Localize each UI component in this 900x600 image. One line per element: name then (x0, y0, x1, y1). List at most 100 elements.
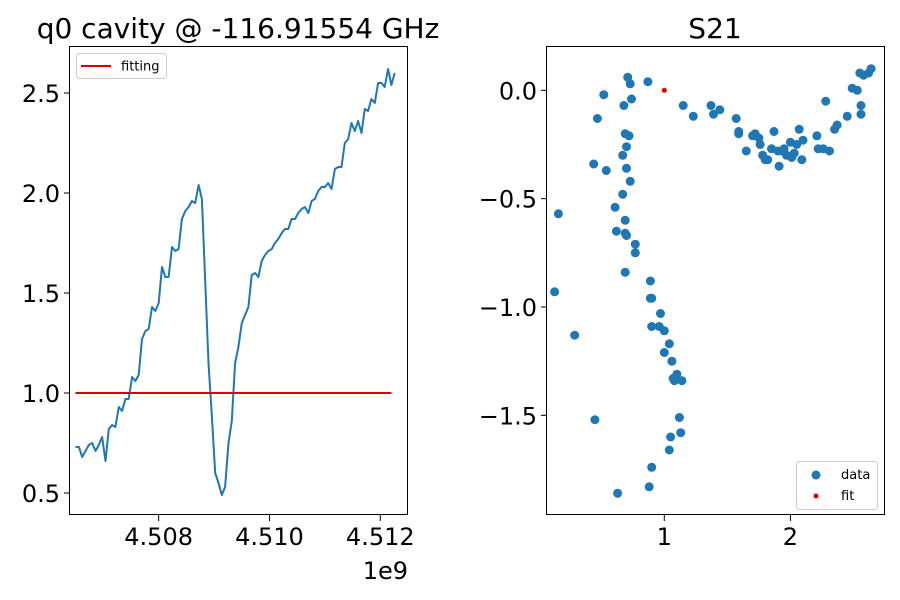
y-tick-label: 2.0 (22, 180, 60, 208)
legend-frame (76, 53, 167, 79)
scatter-point-data (769, 127, 779, 136)
y-tick-label: 2.5 (22, 80, 60, 108)
scatter-point-data (688, 111, 698, 121)
scatter-point-data (620, 267, 630, 277)
scatter-point-data (645, 276, 655, 286)
legend-swatch-fit (813, 493, 819, 499)
scatter-point-data (676, 428, 686, 438)
scatter-point-data (599, 90, 609, 100)
scatter-point-data (656, 309, 665, 318)
y-tick-label: 1.0 (22, 380, 60, 408)
chart-right-s21: S21 1 2 0.0 −0.5 −1.0 −1.5 data fit (479, 12, 885, 551)
scatter-point-data (620, 215, 630, 225)
chart-right-legend: data fit (796, 461, 878, 510)
series-line-signal (75, 68, 396, 496)
scatter-point-data (797, 155, 807, 165)
scatter-point-data (644, 482, 654, 492)
scatter-point-data (794, 124, 804, 134)
scatter-point-data (706, 101, 716, 110)
scatter-point-data (622, 163, 631, 173)
scatter-point-data (620, 228, 630, 238)
x-tick-label: 4.510 (235, 523, 304, 551)
scatter-point-data (668, 374, 678, 383)
scatter-point-data (866, 64, 876, 74)
scatter-point-data (856, 109, 866, 119)
scatter-point-data (755, 140, 765, 149)
y-tick-label: 0.5 (22, 480, 60, 508)
scatter-point-data (589, 159, 599, 169)
scatter-point-data (709, 109, 718, 119)
y-tick-label: −1.5 (479, 402, 537, 430)
chart-left-series (75, 68, 396, 496)
scatter-point-data (647, 322, 657, 331)
chart-left-ticks: 4.508 4.510 4.512 0.5 1.0 1.5 2.0 2.5 (22, 80, 415, 551)
scatter-point-data (667, 356, 677, 366)
x-tick-label: 2 (783, 523, 798, 551)
scatter-point-data (741, 146, 751, 156)
scatter-point-data (550, 287, 560, 297)
scatter-point-data (842, 111, 852, 121)
scatter-point-data (731, 114, 741, 123)
legend-swatch-data (811, 470, 821, 480)
chart-right-series (550, 64, 876, 498)
x-tick-label: 4.508 (124, 523, 193, 551)
scatter-point-data (666, 432, 676, 442)
scatter-point-data (619, 101, 629, 110)
scatter-point-data (647, 462, 657, 472)
legend-label-data: data (841, 468, 870, 483)
chart-left-cavity: q0 cavity @ -116.91554 GHz 4.508 4.510 4.5… (22, 12, 439, 585)
scatter-point-data (592, 114, 602, 123)
scatter-point-data (678, 101, 688, 110)
scatter-point-data (601, 166, 611, 175)
scatter-point-data (792, 140, 802, 149)
scatter-point-data (618, 150, 628, 160)
scatter-point-data (774, 161, 784, 171)
chart-left-frame (69, 46, 408, 515)
scatter-point-data (590, 415, 600, 425)
scatter-point-data (659, 348, 669, 357)
scatter-point-data (715, 105, 725, 115)
scatter-point-data (664, 339, 674, 349)
y-tick-label: 1.5 (22, 280, 60, 308)
scatter-point-data (734, 129, 744, 139)
scatter-point-data (821, 96, 831, 106)
scatter-point-data (645, 293, 655, 303)
scatter-point-data (856, 101, 866, 110)
scatter-point-data (630, 239, 640, 249)
chart-right-title: S21 (688, 12, 741, 45)
scatter-point-data (654, 322, 664, 331)
scatter-point-data (763, 155, 773, 165)
scatter-point-data (623, 72, 633, 82)
scatter-point-data (674, 413, 684, 422)
scatter-point-data (625, 176, 635, 186)
chart-right-ticks: 1 2 0.0 −0.5 −1.0 −1.5 (479, 77, 798, 551)
y-tick-label: −0.5 (479, 186, 537, 214)
scatter-point-data (812, 131, 822, 141)
scatter-point-data (825, 146, 834, 156)
scatter-point-data (610, 202, 620, 212)
scatter-point-data (789, 148, 799, 158)
scatter-point-data (643, 77, 653, 87)
scatter-point-data (618, 189, 628, 199)
scatter-point-data (677, 376, 687, 386)
y-tick-label: 0.0 (499, 77, 537, 105)
scatter-point-data (622, 142, 631, 152)
legend-label-fitting: fitting (121, 60, 160, 75)
scatter-point-data (620, 129, 630, 139)
scatter-point-data (832, 120, 842, 130)
scatter-point-data (798, 135, 808, 145)
chart-left-title: q0 cavity @ -116.91554 GHz (37, 12, 440, 45)
legend-label-fit: fit (841, 489, 854, 504)
scatter-point-data (630, 248, 640, 258)
chart-right-frame (546, 46, 885, 515)
chart-left-x-offset: 1e9 (363, 557, 408, 585)
scatter-point-data (611, 226, 621, 236)
x-tick-label: 1 (657, 523, 672, 551)
scatter-point-data (613, 488, 623, 498)
x-tick-label: 4.512 (346, 523, 415, 551)
scatter-point-data (553, 209, 563, 219)
scatter-point-data (852, 85, 862, 95)
scatter-point-fit (661, 87, 667, 93)
scatter-point-data (664, 445, 674, 455)
